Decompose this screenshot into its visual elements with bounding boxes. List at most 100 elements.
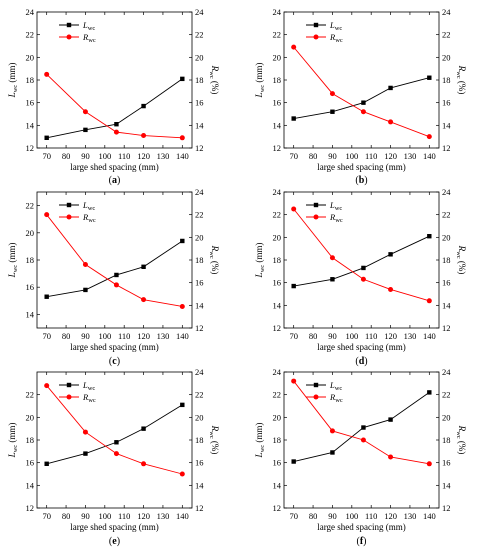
data-point-lwc — [291, 283, 296, 289]
x-tick-label: 120 — [384, 511, 397, 521]
data-point-rwc — [141, 297, 147, 303]
legend-label: Lwc — [82, 20, 95, 32]
x-tick-label: 70 — [289, 331, 298, 341]
y-right-tick-label: 24 — [442, 367, 451, 377]
y-right-tick-label: 22 — [195, 390, 204, 400]
x-tick-label: 120 — [137, 151, 150, 161]
y-right-axis-label: Rwc (%) — [455, 245, 467, 275]
data-point-lwc — [83, 451, 88, 456]
legend-marker — [66, 34, 72, 40]
series-line-rwc — [46, 74, 183, 139]
data-point-lwc — [361, 425, 366, 430]
data-point-lwc — [44, 294, 49, 299]
y-right-tick-label: 20 — [442, 232, 451, 242]
x-tick-label: 80 — [309, 151, 318, 161]
y-left-tick-label: 24 — [273, 187, 282, 197]
data-point-rwc — [360, 276, 366, 282]
x-axis-label: large shed spacing (mm) — [317, 522, 406, 532]
y-left-axis-label: Lwc (mm) — [254, 243, 266, 279]
legend-marker — [313, 34, 319, 40]
legend-marker — [66, 382, 72, 388]
y-right-tick-label: 14 — [442, 300, 451, 310]
series-line-lwc — [46, 78, 183, 139]
y-left-tick-label: 14 — [273, 120, 282, 130]
y-left-tick-label: 20 — [26, 228, 35, 238]
y-left-tick-label: 22 — [273, 210, 282, 220]
y-left-tick-label: 24 — [273, 7, 282, 17]
x-tick-label: 80 — [62, 511, 71, 521]
y-left-tick-label: 14 — [26, 480, 35, 490]
data-point-rwc — [82, 109, 88, 115]
data-point-rwc — [329, 428, 335, 434]
x-tick-label: 140 — [176, 511, 189, 521]
y-right-tick-label: 20 — [442, 412, 451, 422]
legend-marker — [313, 382, 319, 388]
y-right-tick-label: 18 — [442, 75, 451, 85]
legend-marker — [66, 214, 72, 220]
series-line-rwc — [293, 46, 430, 138]
y-right-tick-label: 14 — [442, 480, 451, 490]
y-left-tick-label: 24 — [273, 367, 282, 377]
x-tick-label: 70 — [289, 151, 298, 161]
x-tick-label: 90 — [81, 331, 90, 341]
y-right-tick-label: 20 — [442, 52, 451, 62]
data-point-rwc — [329, 255, 335, 261]
y-right-tick-label: 22 — [442, 30, 451, 40]
panel-caption: (b) — [355, 175, 367, 186]
data-point-rwc — [44, 383, 50, 389]
x-tick-label: 140 — [423, 511, 436, 521]
y-right-tick-label: 16 — [442, 278, 451, 288]
y-left-tick-label: 22 — [26, 201, 35, 211]
y-right-tick-label: 24 — [442, 187, 451, 197]
legend-label: Rwc — [82, 392, 96, 404]
x-tick-label: 100 — [98, 331, 111, 341]
data-point-lwc — [141, 426, 146, 431]
y-right-tick-label: 12 — [442, 323, 451, 333]
data-point-lwc — [83, 127, 88, 133]
plot-frame — [36, 371, 193, 509]
y-right-tick-label: 12 — [195, 503, 204, 513]
y-left-tick-label: 14 — [26, 120, 35, 130]
data-point-lwc — [141, 103, 146, 109]
x-tick-label: 130 — [404, 151, 417, 161]
x-tick-label: 120 — [137, 331, 150, 341]
data-point-lwc — [388, 252, 393, 257]
data-point-rwc — [360, 109, 366, 115]
data-point-lwc — [114, 440, 119, 445]
x-tick-label: 110 — [365, 331, 377, 341]
series-line-rwc — [293, 208, 430, 302]
data-point-lwc — [180, 238, 185, 244]
data-point-rwc — [291, 44, 297, 50]
data-point-rwc — [179, 471, 185, 477]
y-left-tick-label: 22 — [26, 30, 35, 40]
y-left-tick-label: 16 — [26, 458, 35, 468]
x-tick-label: 110 — [365, 511, 377, 521]
y-left-tick-label: 20 — [26, 52, 35, 62]
y-right-tick-label: 16 — [195, 98, 204, 108]
data-point-lwc — [330, 109, 335, 114]
y-left-axis-label: Lwc (mm) — [7, 63, 19, 99]
legend-label: Rwc — [329, 392, 343, 404]
data-point-lwc — [291, 116, 296, 121]
data-point-lwc — [427, 75, 432, 80]
x-tick-label: 90 — [328, 151, 337, 161]
x-tick-label: 120 — [384, 151, 397, 161]
y-left-tick-label: 12 — [26, 503, 35, 513]
legend-label: Rwc — [82, 32, 96, 44]
y-left-tick-label: 20 — [273, 52, 282, 62]
panel-caption: (c) — [109, 356, 120, 367]
data-point-rwc — [141, 133, 147, 139]
x-tick-label: 140 — [176, 151, 189, 161]
panel-caption: (a) — [109, 175, 121, 186]
data-point-rwc — [113, 282, 119, 288]
series-line-rwc — [293, 380, 430, 465]
data-point-lwc — [361, 265, 366, 271]
y-left-tick-label: 22 — [273, 390, 282, 400]
legend-label: Rwc — [329, 32, 343, 44]
data-point-rwc — [179, 303, 185, 309]
y-right-tick-label: 20 — [195, 412, 204, 422]
chart-panel: 70 80 90 100 110 120 130 140 12 14 16 18 20 22 24 12 14 1… — [254, 187, 467, 367]
y-left-tick-label: 16 — [26, 98, 35, 108]
series-line-rwc — [46, 385, 183, 475]
